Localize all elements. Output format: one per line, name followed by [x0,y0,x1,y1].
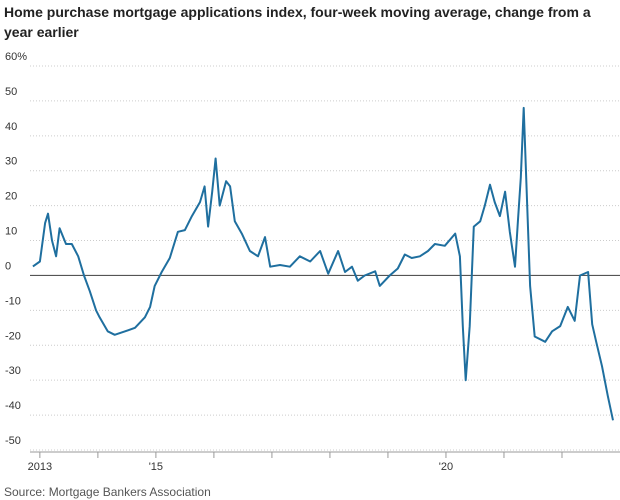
chart-title: Home purchase mortgage applications inde… [4,4,591,40]
y-tick-label: 40 [5,121,17,133]
y-tick-label: 30 [5,156,17,168]
y-tick-label: -10 [5,295,21,307]
x-tick-label: '20 [439,461,453,473]
y-tick-label: -30 [5,365,21,377]
data-line [32,106,614,421]
x-tick-label: '15 [149,461,163,473]
x-tick-label: 2013 [28,461,52,473]
y-tick-label: -50 [5,435,21,447]
y-tick-label: 10 [5,226,17,238]
source: Source: Mortgage Bankers Association [4,485,211,499]
y-tick-label: -20 [5,330,21,342]
y-tick-label: 50 [5,86,17,98]
y-tick-label: -40 [5,400,21,412]
y-tick-label: 0 [5,260,11,272]
y-tick-label: 20 [5,191,17,203]
y-tick-label: 60% [5,51,27,63]
